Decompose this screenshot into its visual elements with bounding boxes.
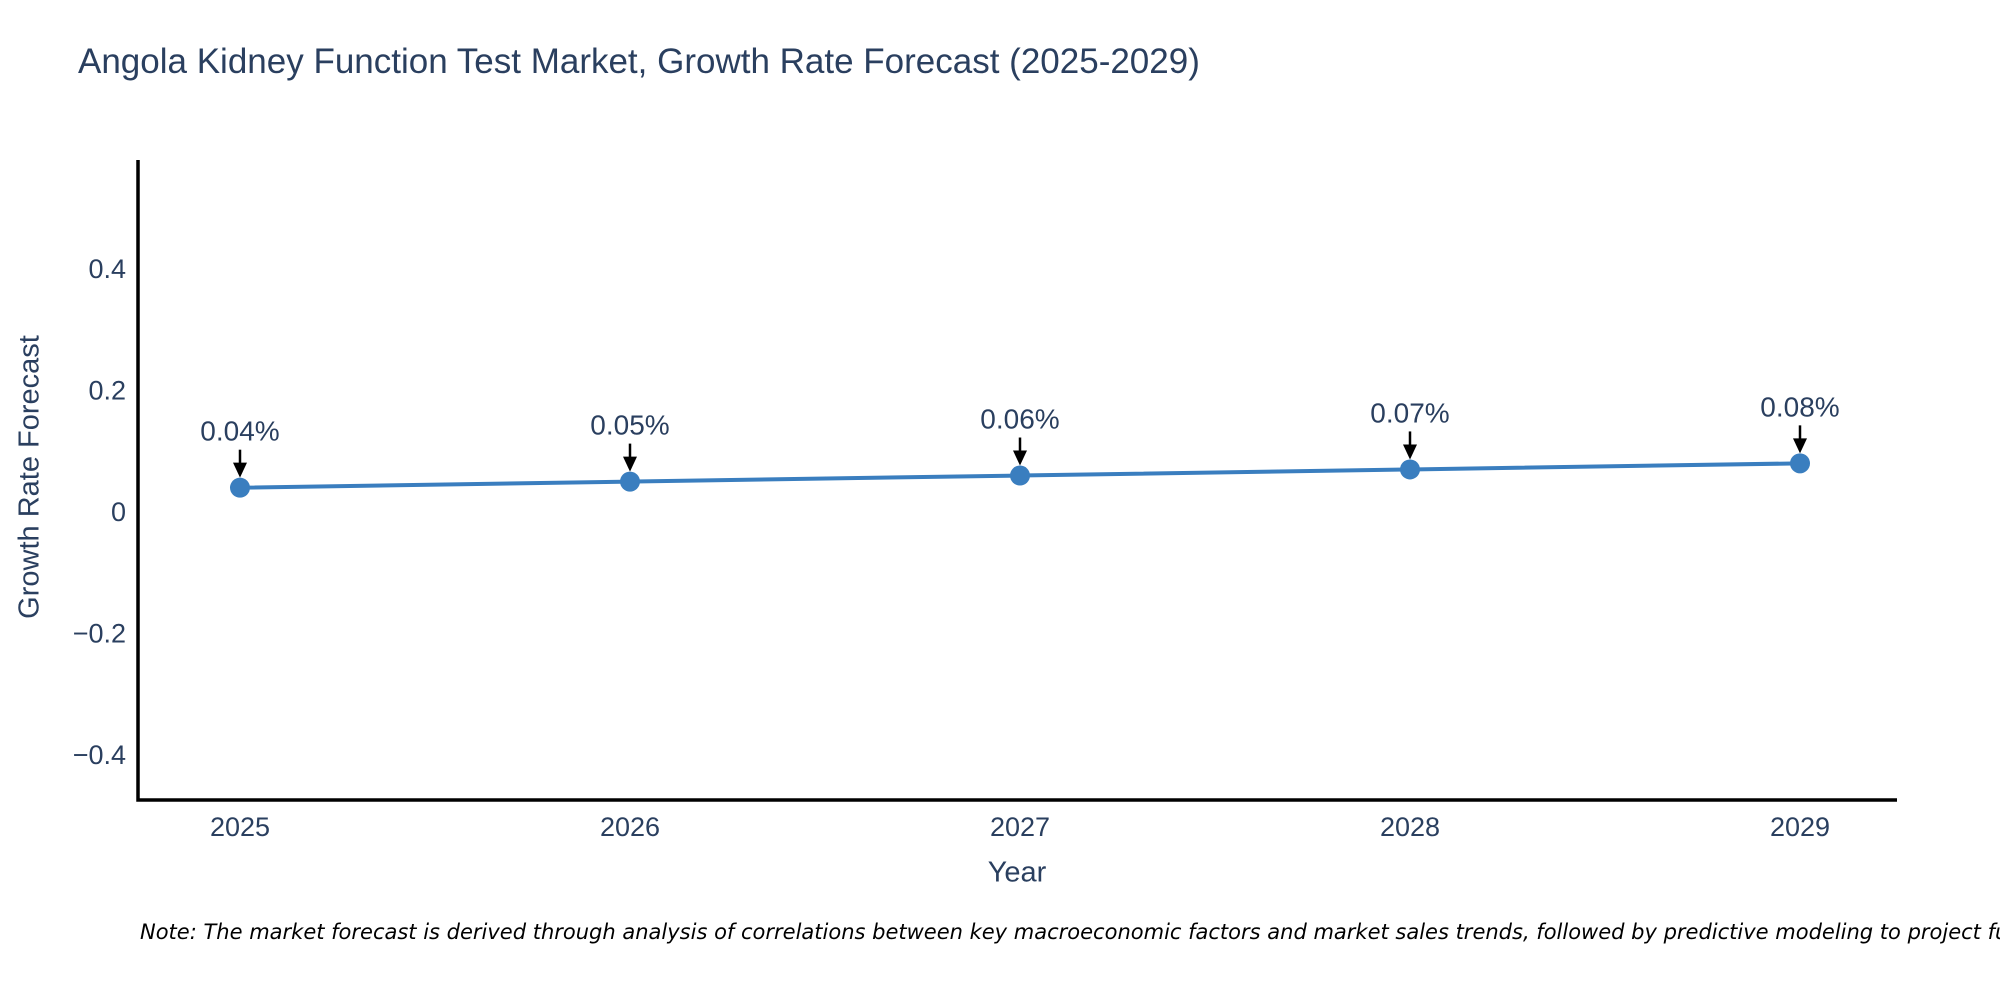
y-tick-label: −0.4	[73, 740, 126, 770]
data-point[interactable]	[620, 471, 640, 492]
y-tick-label: −0.2	[73, 619, 126, 649]
y-tick-label: 0.4	[88, 254, 126, 284]
annotation-arrow-head	[1793, 438, 1807, 454]
point-annotation: 0.06%	[980, 404, 1059, 435]
axis-lines	[136, 160, 1897, 802]
data-point[interactable]	[1400, 459, 1420, 480]
point-annotation: 0.08%	[1760, 391, 1839, 422]
annotation-arrow-head	[623, 456, 637, 472]
data-point[interactable]	[1010, 465, 1030, 486]
x-tick-label: 2026	[600, 812, 660, 842]
y-tick-label: 0.2	[88, 375, 126, 405]
annotation-arrow-head	[1403, 444, 1417, 460]
point-annotation: 0.05%	[590, 410, 669, 441]
point-annotation: 0.04%	[200, 416, 279, 447]
point-annotation: 0.07%	[1370, 397, 1449, 428]
annotation-arrow-head	[233, 462, 247, 478]
x-tick-label: 2025	[210, 812, 270, 842]
chart-title: Angola Kidney Function Test Market, Grow…	[78, 42, 1200, 81]
footnote: Note: The market forecast is derived thr…	[140, 920, 2000, 944]
annotation-arrow-head	[1013, 450, 1027, 466]
data-point[interactable]	[230, 477, 250, 498]
data-point[interactable]	[1790, 453, 1810, 474]
x-tick-label: 2028	[1380, 812, 1440, 842]
x-axis-label: Year	[987, 856, 1047, 889]
y-tick-label: 0	[111, 497, 126, 527]
x-tick-label: 2027	[990, 812, 1050, 842]
x-tick-label: 2029	[1770, 812, 1830, 842]
